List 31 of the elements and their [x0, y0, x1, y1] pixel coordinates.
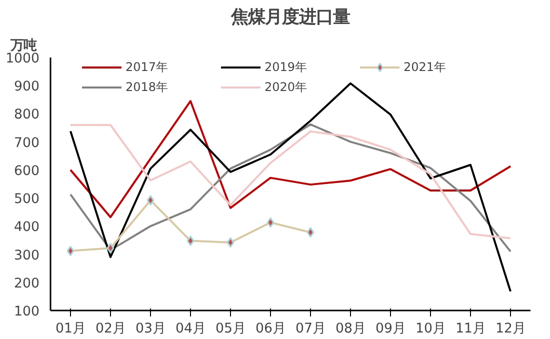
- chart-title: 焦煤月度进口量: [230, 8, 350, 28]
- x-tick-label: 06月: [256, 322, 286, 336]
- y-tick-label: 600: [14, 164, 40, 179]
- y-tick-label: 400: [14, 220, 40, 236]
- legend-label: 2019年: [264, 58, 308, 76]
- y-tick-label: 500: [14, 192, 40, 208]
- line-series: [70, 100, 512, 218]
- x-tick-label: 07月: [296, 322, 326, 336]
- x-tick-label: 05月: [216, 322, 246, 336]
- x-tick-label: 08月: [336, 322, 366, 336]
- x-tick-label: 11月: [456, 322, 486, 336]
- legend-label: 2018年: [126, 78, 170, 96]
- y-tick-label: 1000: [6, 52, 40, 66]
- x-tick-label: 01月: [56, 322, 86, 336]
- y-tick-label: 700: [14, 136, 40, 151]
- legend-label: 2017年: [126, 58, 170, 76]
- x-tick-label: 10月: [416, 322, 446, 336]
- y-tick-label: 100: [14, 304, 40, 320]
- x-tick-label: 02月: [96, 322, 126, 336]
- y-tick-label: 900: [14, 80, 40, 95]
- x-tick-label: 12月: [496, 322, 526, 336]
- line-series: [70, 82, 512, 292]
- legend-label: 2020年: [264, 78, 308, 96]
- y-axis-title: 万吨: [10, 38, 36, 54]
- y-tick-label: 800: [14, 108, 40, 123]
- y-tick-label: 300: [14, 248, 40, 264]
- x-tick-label: 09月: [376, 322, 406, 336]
- x-tick-label: 03月: [136, 322, 166, 336]
- x-tick-label: 04月: [176, 322, 206, 336]
- y-tick-label: 200: [14, 276, 40, 292]
- legend-label: 2021年: [404, 58, 448, 76]
